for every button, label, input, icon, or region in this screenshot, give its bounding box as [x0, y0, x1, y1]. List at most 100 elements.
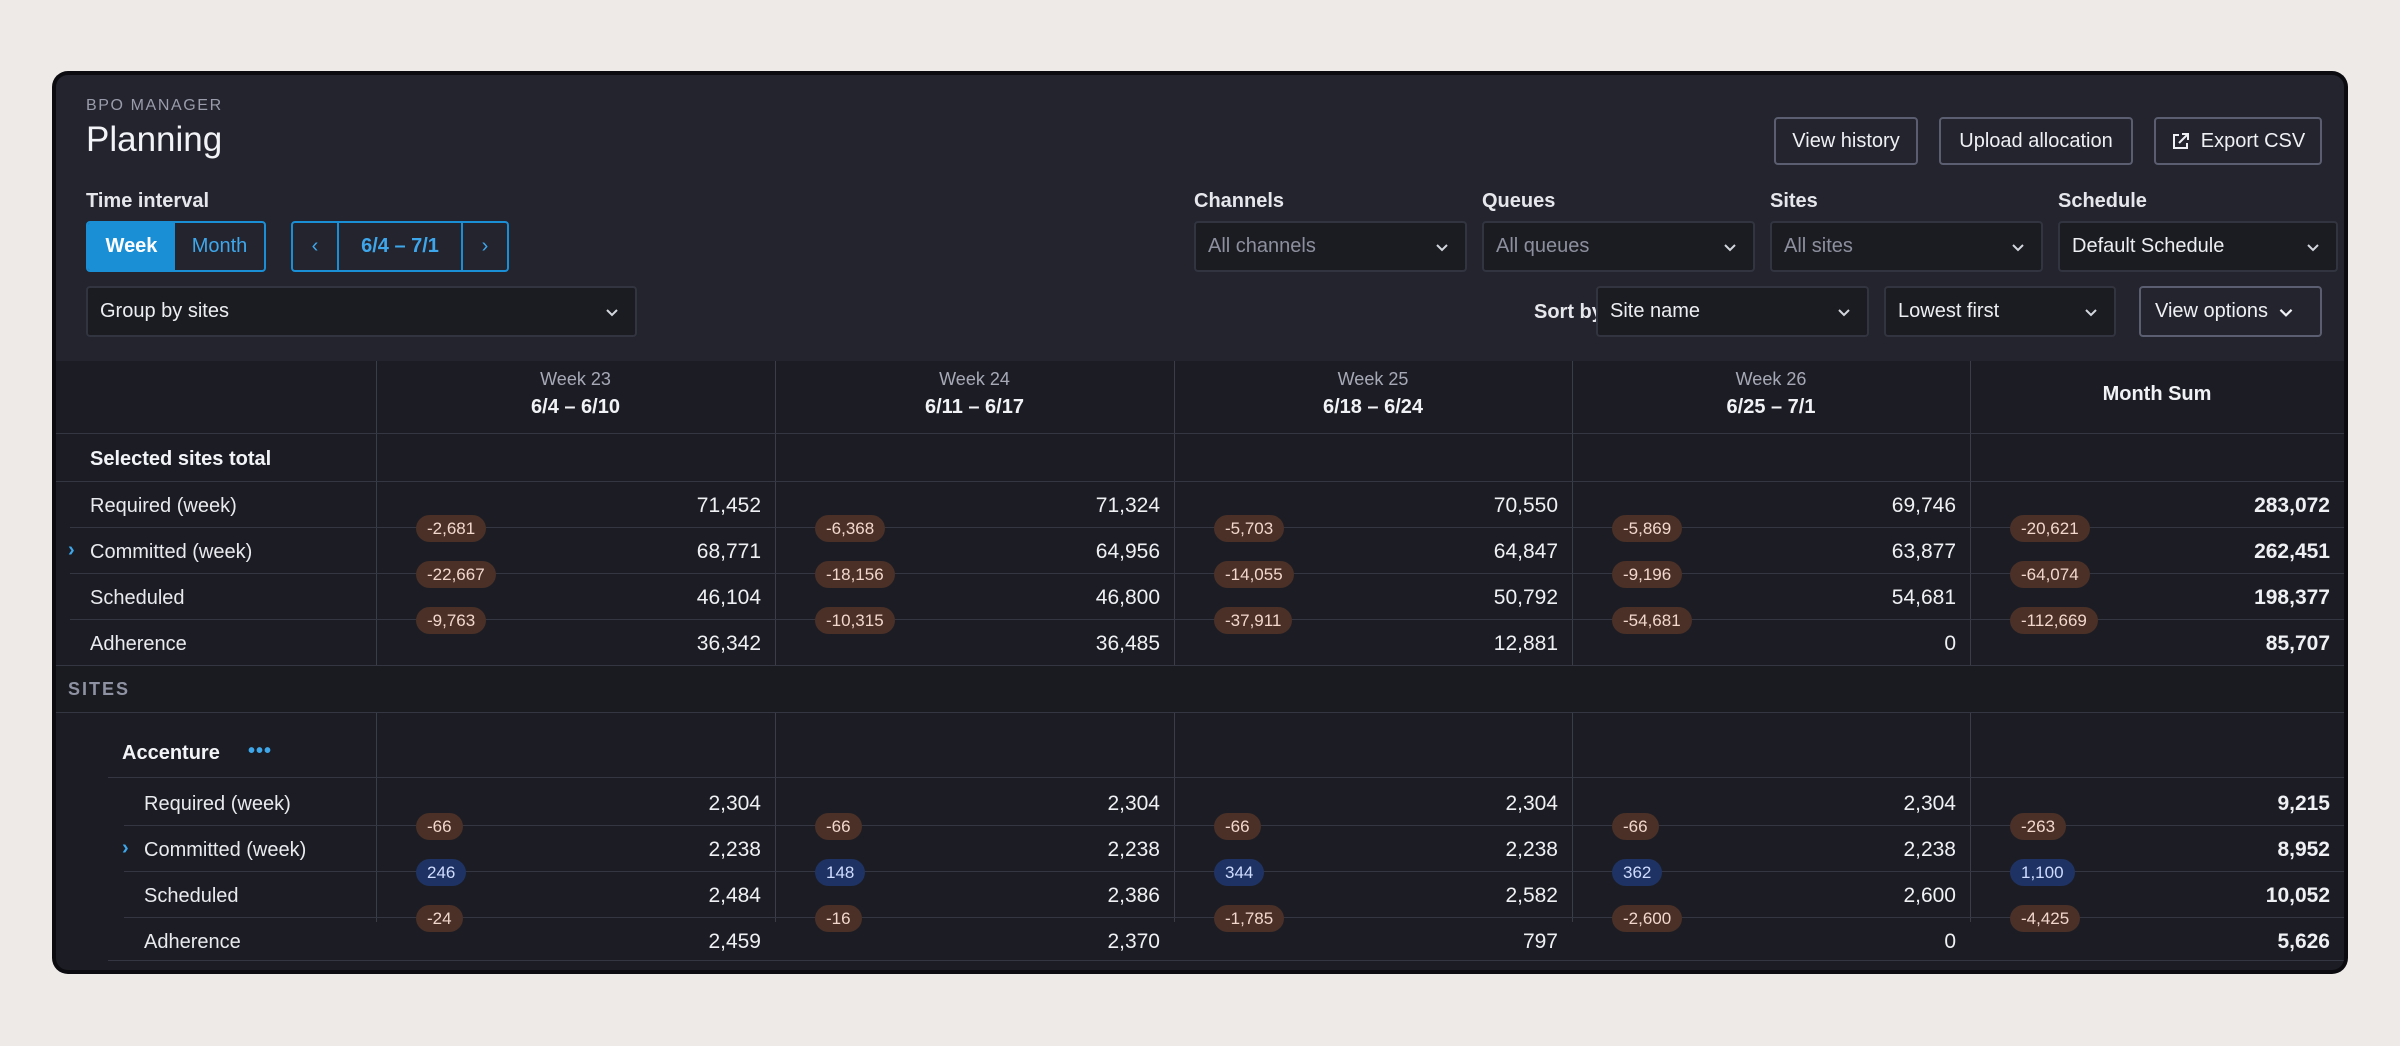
- sort-order-select[interactable]: Lowest first: [1884, 286, 2116, 337]
- delta-badge: -112,669: [2010, 607, 2098, 634]
- week-toggle[interactable]: Week: [88, 223, 175, 270]
- upload-allocation-label: Upload allocation: [1959, 129, 2113, 152]
- cell-value: 5,626: [2277, 930, 2330, 953]
- delta-badge: -18,156: [815, 561, 895, 588]
- cell-value: 0: [1944, 632, 1956, 655]
- cell-value: 63,877: [1891, 540, 1956, 563]
- column-header: Week 23 6/4 – 6/10: [376, 369, 775, 419]
- cell-value: 2,238: [1107, 838, 1160, 861]
- cell-value: 50,792: [1493, 586, 1558, 609]
- delta-badge: -263: [2010, 813, 2067, 840]
- row-label: Required (week): [144, 793, 291, 815]
- cell-value: 2,582: [1505, 884, 1558, 907]
- column-divider: [775, 361, 776, 922]
- cell-value: 64,847: [1493, 540, 1558, 563]
- cell-value: 198,377: [2254, 586, 2330, 609]
- cell-value: 71,452: [696, 494, 761, 517]
- cell-value: 2,459: [708, 930, 761, 953]
- chevron-down-icon: [2085, 309, 2097, 317]
- sites-band: [56, 666, 2344, 712]
- column-divider: [376, 361, 377, 922]
- schedule-label: Schedule: [2058, 190, 2147, 212]
- cell-value: 8,952: [2277, 838, 2330, 861]
- cell-value: 2,484: [708, 884, 761, 907]
- cell-value: 283,072: [2254, 494, 2330, 517]
- cell-value: 2,304: [1107, 792, 1160, 815]
- cell-value: 797: [1522, 930, 1558, 953]
- delta-badge: -66: [1214, 813, 1261, 840]
- week-number: Week 26: [1735, 369, 1807, 389]
- chevron-down-icon: [1436, 244, 1448, 252]
- column-header: Week 25 6/18 – 6/24: [1174, 369, 1572, 419]
- export-csv-label: Export CSV: [2200, 129, 2306, 152]
- chevron-right-icon[interactable]: ›: [122, 837, 129, 859]
- sort-field-value: Site name: [1610, 300, 1701, 322]
- sites-heading: SITES: [68, 679, 131, 699]
- queues-label: Queues: [1482, 190, 1556, 212]
- export-csv-button[interactable]: Export CSV: [2154, 117, 2322, 165]
- sites-filter-label: Sites: [1770, 190, 1818, 212]
- column-header: Week 26 6/25 – 7/1: [1572, 369, 1970, 419]
- cell-value: 85,707: [2265, 632, 2330, 655]
- column-header: Month Sum: [1970, 383, 2344, 406]
- week-dates: 6/18 – 6/24: [1322, 396, 1424, 418]
- view-history-button[interactable]: View history: [1774, 117, 1918, 165]
- month-toggle[interactable]: Month: [191, 235, 248, 257]
- delta-badge: -20,621: [2010, 515, 2090, 542]
- cell-value: 46,800: [1095, 586, 1160, 609]
- group-by-select[interactable]: Group by sites: [86, 286, 637, 337]
- channels-value: All channels: [1208, 235, 1316, 257]
- app-frame: BPO MANAGER Planning View history Upload…: [52, 71, 2348, 974]
- sites-value: All sites: [1784, 235, 1853, 257]
- queues-select[interactable]: All queues: [1482, 221, 1755, 272]
- queues-value: All queues: [1496, 235, 1590, 257]
- delta-badge: -2,600: [1612, 905, 1683, 932]
- cell-value: 2,370: [1107, 930, 1160, 953]
- delta-badge: 1,100: [2010, 859, 2075, 886]
- row-divider: [56, 712, 2344, 713]
- delta-badge: -64,074: [2010, 561, 2090, 588]
- sort-field-select[interactable]: Site name: [1596, 286, 1869, 337]
- channels-select[interactable]: All channels: [1194, 221, 1467, 272]
- cell-value: 9,215: [2277, 792, 2330, 815]
- cell-value: 2,304: [708, 792, 761, 815]
- view-options-button[interactable]: View options: [2139, 286, 2322, 337]
- week-dates: 6/11 – 6/17: [925, 396, 1024, 418]
- delta-badge: -22,667: [416, 561, 496, 588]
- app-eyebrow: BPO MANAGER: [86, 97, 223, 114]
- delta-badge: -66: [416, 813, 463, 840]
- view-options-label: View options: [2155, 300, 2269, 322]
- view-history-label: View history: [1792, 129, 1900, 152]
- delta-badge: -9,763: [416, 607, 487, 634]
- upload-allocation-button[interactable]: Upload allocation: [1939, 117, 2133, 165]
- chevron-left-icon[interactable]: ‹: [311, 235, 319, 257]
- cell-value: 71,324: [1095, 494, 1160, 517]
- sites-select[interactable]: All sites: [1770, 221, 2043, 272]
- row-divider: [108, 960, 2344, 961]
- planning-header: BPO MANAGER Planning View history Upload…: [56, 75, 2344, 361]
- delta-badge: 148: [815, 859, 866, 886]
- delta-badge: -1,785: [1214, 905, 1285, 932]
- chevron-down-icon: [2012, 244, 2024, 252]
- row-divider: [70, 573, 2344, 574]
- sort-by-label: Sort by: [1534, 301, 1603, 323]
- row-label: Scheduled: [90, 587, 185, 609]
- cell-value: 46,104: [696, 586, 761, 609]
- schedule-select[interactable]: Default Schedule: [2058, 221, 2338, 272]
- more-options-icon[interactable]: •••: [248, 740, 273, 762]
- delta-badge: -4,425: [2010, 905, 2081, 932]
- chevron-down-icon: [2279, 308, 2293, 317]
- delta-badge: -9,196: [1612, 561, 1683, 588]
- cell-value: 64,956: [1095, 540, 1160, 563]
- chevron-right-icon[interactable]: ›: [481, 235, 489, 257]
- row-label: Committed (week): [90, 541, 253, 563]
- delta-badge: -66: [815, 813, 862, 840]
- cell-value: 2,238: [708, 838, 761, 861]
- row-divider: [70, 619, 2344, 620]
- planning-app: BPO MANAGER Planning View history Upload…: [56, 75, 2344, 970]
- cell-value: 2,304: [1505, 792, 1558, 815]
- row-divider: [56, 481, 2344, 482]
- chevron-right-icon[interactable]: ›: [68, 539, 75, 561]
- delta-badge: 246: [416, 859, 467, 886]
- delta-badge: -10,315: [815, 607, 895, 634]
